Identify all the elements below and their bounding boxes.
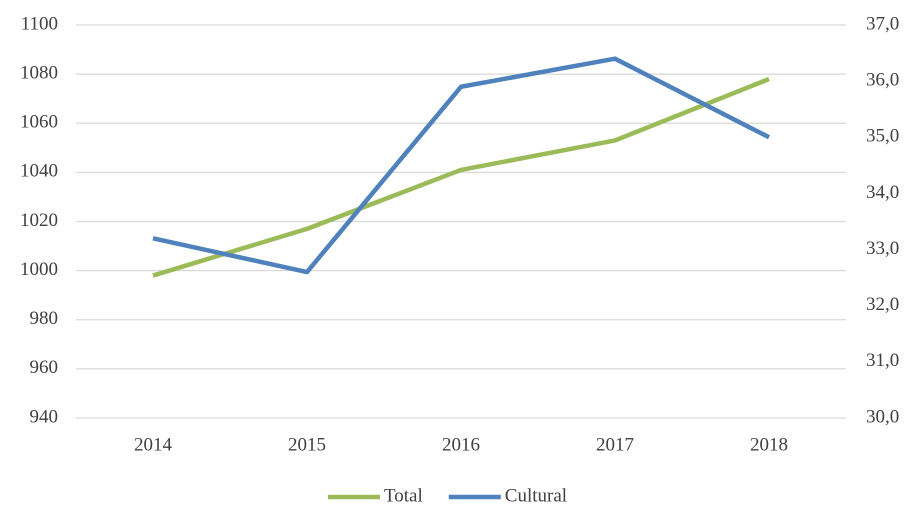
legend-label: Total (384, 485, 423, 506)
x-tick-label: 2016 (442, 434, 480, 455)
y-tick-label: 1020 (20, 210, 58, 231)
x-tick-label: 2015 (288, 434, 326, 455)
y2-tick-label: 31,0 (866, 350, 899, 371)
y-tick-label: 1080 (20, 62, 58, 83)
legend-label: Cultural (505, 485, 567, 506)
series-line (152, 56, 771, 275)
x-tick-label: 2018 (750, 434, 788, 455)
y-tick-label: 1000 (20, 259, 58, 280)
y2-tick-label: 33,0 (866, 238, 899, 259)
series-line (152, 76, 770, 278)
y-tick-label: 1100 (21, 13, 58, 34)
y2-tick-label: 32,0 (866, 294, 899, 315)
y-tick-label: 940 (30, 406, 59, 427)
y2-tick-label: 30,0 (866, 406, 899, 427)
y-tick-label: 1060 (20, 112, 58, 133)
y2-tick-label: 37,0 (866, 13, 899, 34)
y2-tick-label: 35,0 (866, 126, 899, 147)
y2-tick-label: 36,0 (866, 70, 899, 91)
y2-tick-label: 34,0 (866, 182, 899, 203)
x-tick-label: 2014 (134, 434, 173, 455)
y-tick-label: 980 (30, 308, 59, 329)
y-tick-label: 960 (30, 357, 59, 378)
y-tick-label: 1040 (20, 161, 58, 182)
x-tick-label: 2017 (596, 434, 634, 455)
